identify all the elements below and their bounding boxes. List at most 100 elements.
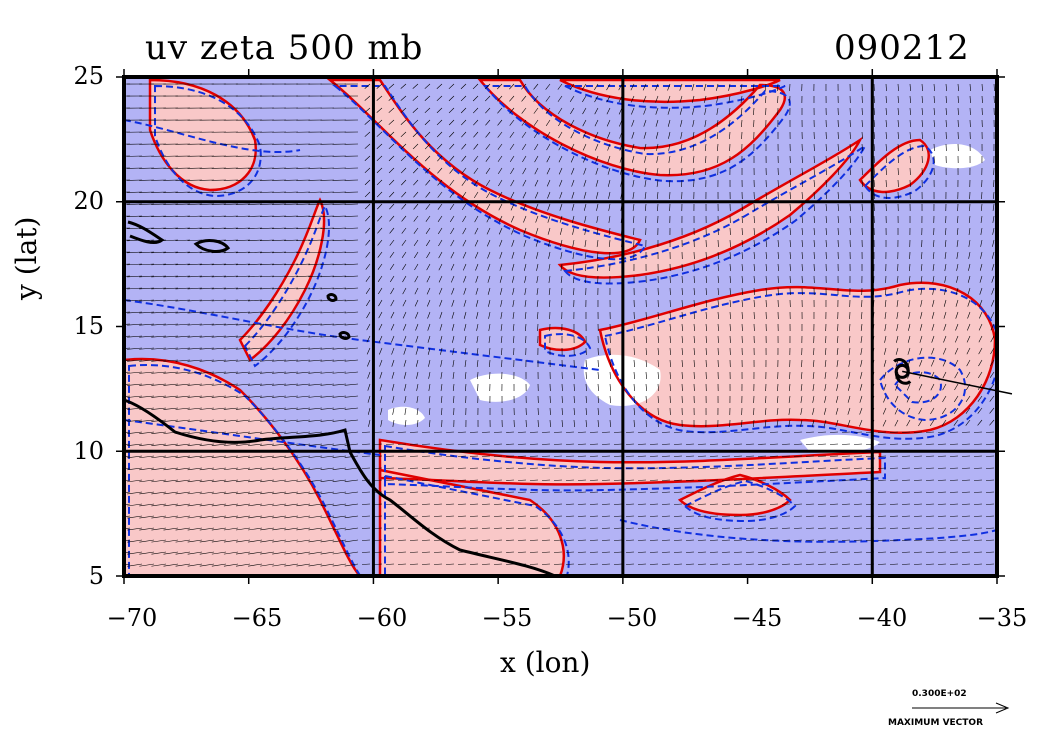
wind-vector — [400, 143, 407, 150]
wind-vector — [597, 407, 599, 415]
wind-vector — [805, 491, 815, 493]
wind-vector — [777, 263, 779, 271]
x-tick-label: −35 — [976, 604, 1028, 632]
wind-vector — [625, 443, 635, 445]
wind-vector — [941, 407, 947, 415]
wind-vector — [765, 287, 767, 296]
wind-vector — [373, 539, 383, 541]
wind-vector — [529, 563, 539, 565]
wind-vector — [163, 527, 179, 531]
wind-vector — [296, 263, 311, 266]
wind-vector — [391, 335, 395, 343]
wind-vector — [557, 83, 563, 90]
wind-vector — [901, 527, 911, 529]
wind-vector — [835, 419, 839, 427]
wind-vector — [139, 563, 155, 567]
wind-vector — [661, 455, 671, 457]
wind-vector — [913, 551, 923, 553]
wind-vector — [965, 395, 971, 402]
wind-vector — [127, 239, 143, 242]
wind-vector — [657, 203, 659, 212]
wind-vector — [414, 251, 419, 259]
wind-vector — [777, 191, 779, 200]
wind-vector — [320, 527, 335, 531]
wind-vector — [385, 479, 395, 481]
wind-vector — [296, 419, 311, 422]
wind-vector — [151, 539, 167, 543]
wind-vector — [680, 167, 683, 175]
wind-vector — [644, 203, 647, 211]
wind-vector — [961, 515, 971, 517]
wind-vector — [223, 299, 239, 302]
wind-vector — [942, 395, 947, 403]
y-tick-label: 25 — [73, 62, 104, 90]
wind-vector — [632, 179, 635, 187]
wind-vector — [124, 407, 131, 409]
wind-vector — [835, 407, 839, 415]
wind-vector — [753, 107, 755, 115]
wind-vector — [980, 251, 983, 259]
wind-vector — [493, 515, 503, 517]
wind-vector — [643, 119, 647, 127]
wind-vector — [529, 515, 539, 517]
wind-vector — [272, 395, 287, 398]
wind-vector — [344, 383, 359, 386]
wind-vector — [545, 119, 551, 127]
wind-vector — [741, 119, 743, 127]
wind-vector — [284, 251, 299, 254]
wind-vector — [801, 359, 803, 368]
wind-vector — [733, 443, 743, 445]
wind-vector — [933, 107, 935, 115]
wind-vector — [680, 143, 683, 151]
wind-vector — [721, 527, 731, 529]
wind-vector — [980, 215, 983, 223]
wind-vector — [721, 515, 731, 517]
wind-vector — [705, 347, 707, 356]
wind-vector — [361, 455, 371, 457]
wind-vector — [613, 563, 623, 565]
wind-vector — [535, 227, 539, 235]
wind-vector — [765, 215, 767, 224]
wind-vector — [416, 395, 419, 403]
wind-vector — [320, 491, 335, 495]
wind-vector — [402, 311, 407, 319]
wind-vector — [956, 227, 959, 235]
wind-vector — [139, 395, 155, 398]
wind-vector — [127, 287, 143, 290]
wind-vector — [765, 263, 767, 271]
wind-vector — [124, 431, 131, 433]
wind-vector — [985, 479, 995, 481]
wind-vector — [409, 443, 419, 445]
wind-vector — [364, 119, 371, 125]
wind-vector — [897, 107, 899, 115]
wind-vector — [308, 443, 323, 446]
wind-vector — [973, 563, 983, 565]
wind-vector — [608, 227, 611, 235]
wind-vector — [729, 263, 731, 271]
wind-vector — [486, 215, 491, 223]
wind-vector — [637, 515, 647, 517]
wind-vector — [421, 515, 431, 517]
wind-vector — [332, 287, 347, 290]
wind-vector — [841, 527, 851, 529]
wind-vector — [223, 311, 239, 314]
wind-vector — [235, 383, 251, 386]
wind-vector — [582, 119, 587, 127]
wind-vector — [697, 467, 707, 469]
wind-vector — [308, 479, 323, 483]
wind-vector — [344, 491, 359, 495]
wind-vector — [428, 407, 431, 415]
wind-vector — [344, 287, 359, 290]
negative-contour — [863, 144, 935, 199]
wind-vector — [445, 515, 455, 517]
wind-vector — [344, 431, 359, 434]
wind-vector — [919, 347, 923, 355]
wind-vector — [199, 383, 215, 386]
wind-vector — [847, 407, 851, 415]
wind-vector — [793, 503, 803, 505]
wind-vector — [512, 311, 515, 319]
wind-vector — [463, 311, 467, 319]
wind-vector — [472, 95, 479, 102]
wind-vector — [961, 551, 971, 553]
wind-vector — [320, 551, 335, 555]
